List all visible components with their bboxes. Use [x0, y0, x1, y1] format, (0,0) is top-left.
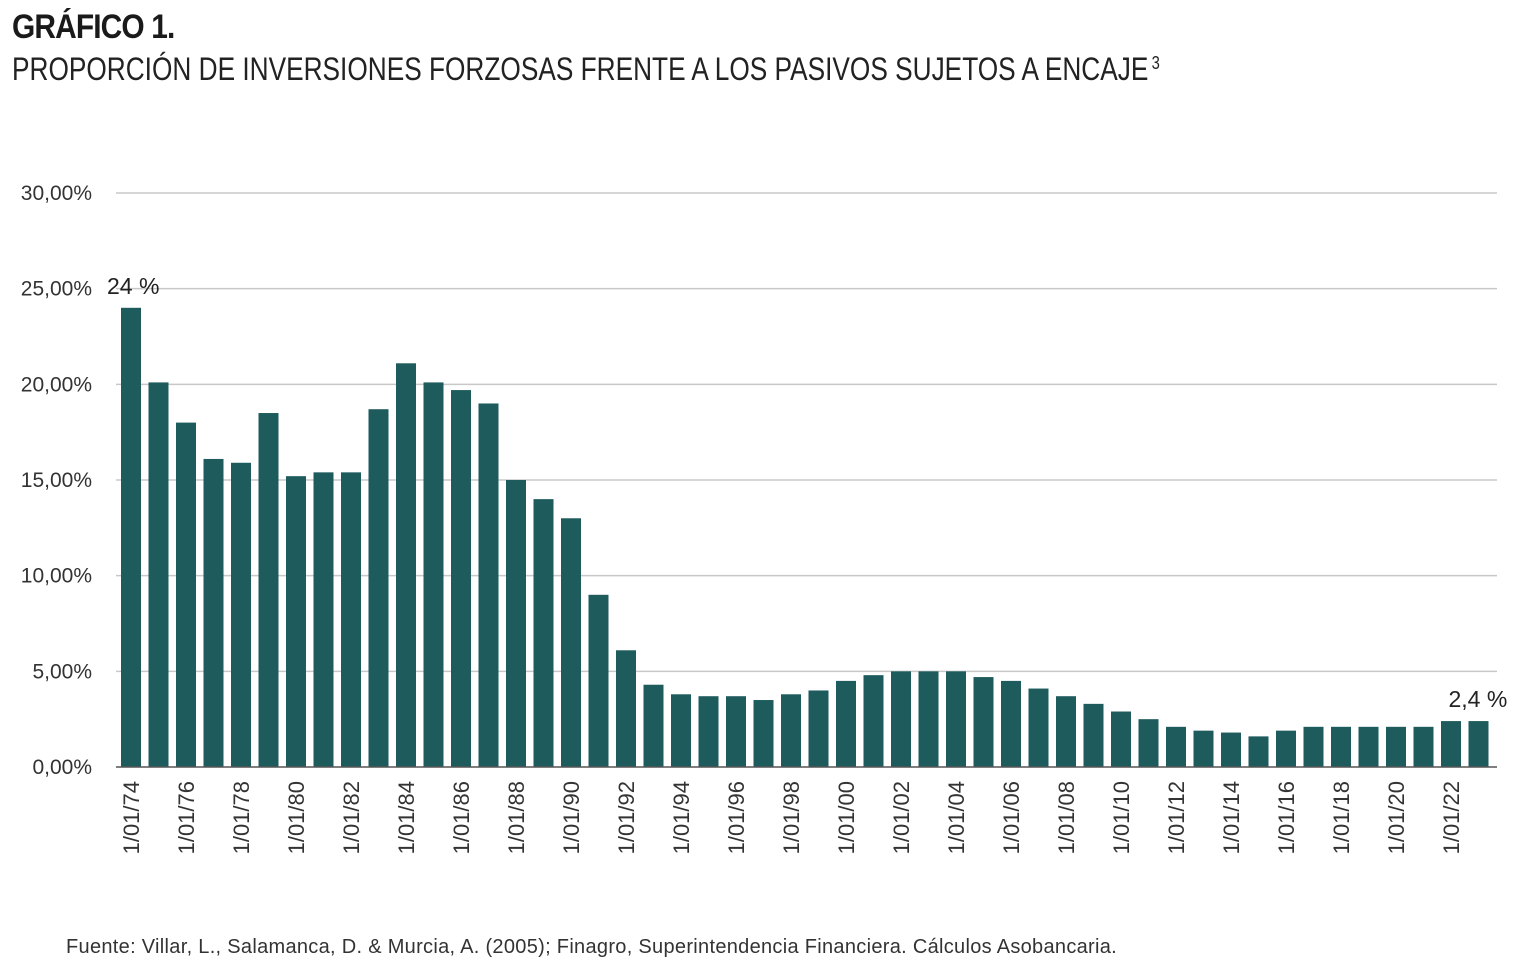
- bars: [121, 307, 1489, 767]
- bar-1-01-82: [341, 472, 361, 767]
- bar-1-01-10: [1111, 711, 1131, 767]
- x-tick-label: 1/01/88: [504, 781, 529, 854]
- bar-1-01-89: [533, 499, 554, 767]
- source-note: Fuente: Villar, L., Salamanca, D. & Murc…: [66, 936, 1118, 958]
- bar-1-01-83: [368, 409, 389, 767]
- bar-1-01-11: [1138, 719, 1159, 767]
- data-annotations: 24 % 2,4 %: [107, 273, 1507, 712]
- x-tick-label: 1/01/02: [889, 781, 914, 854]
- bar-1-01-90: [561, 518, 581, 767]
- x-tick-label: 1/01/84: [394, 781, 419, 854]
- x-tick-label: 1/01/92: [614, 781, 639, 854]
- bar-1-01-05: [973, 677, 994, 767]
- x-tick-label: 1/01/98: [779, 781, 804, 854]
- bar-1-01-20: [1386, 726, 1406, 767]
- bar-1-01-16: [1276, 730, 1296, 767]
- bar-1-01-93: [643, 684, 664, 767]
- bar-1-01-77: [203, 458, 224, 767]
- bar-1-01-81: [313, 472, 334, 767]
- bar-1-01-06: [1001, 680, 1021, 767]
- y-tick-label: 25,00%: [21, 278, 92, 301]
- x-tick-label: 1/01/08: [1054, 781, 1079, 854]
- x-tick-label: 1/01/76: [174, 781, 199, 854]
- x-tick-label: 1/01/10: [1109, 781, 1134, 854]
- x-tick-label: 1/01/04: [944, 781, 969, 854]
- data-label: 2,4 %: [1449, 686, 1508, 712]
- bar-1-01-84: [396, 363, 416, 767]
- bar-1-01-15: [1248, 736, 1269, 767]
- bar-1-01-78: [231, 462, 251, 767]
- x-tick-label: 1/01/00: [834, 781, 859, 854]
- x-tick-label: 1/01/06: [999, 781, 1024, 854]
- bar-1-01-96: [726, 696, 746, 767]
- y-tick-label: 10,00%: [21, 565, 92, 588]
- x-tick-label: 1/01/90: [559, 781, 584, 854]
- y-tick-label: 15,00%: [21, 469, 92, 492]
- figure-label: GRÁFICO 1.: [12, 8, 175, 46]
- bar-1-01-21: [1413, 726, 1434, 767]
- bar-1-01-87: [478, 403, 499, 767]
- bar-1-01-79: [258, 413, 279, 767]
- bar-1-01-12: [1166, 726, 1186, 767]
- bar-1-01-98: [781, 694, 801, 767]
- x-tick-label: 1/01/96: [724, 781, 749, 854]
- x-tick-label: 1/01/22: [1439, 781, 1464, 854]
- x-tick-label: 1/01/82: [339, 781, 364, 854]
- x-tick-label: 1/01/78: [229, 781, 254, 854]
- bar-1-01-80: [286, 476, 306, 767]
- bar-1-01-74: [121, 307, 141, 767]
- bar-1-01-03: [918, 671, 939, 767]
- bar-1-01-07: [1028, 688, 1049, 767]
- chart-title: PROPORCIÓN DE INVERSIONES FORZOSAS FRENT…: [12, 51, 1160, 88]
- chart-title-text: PROPORCIÓN DE INVERSIONES FORZOSAS FRENT…: [12, 51, 1149, 87]
- x-tick-label: 1/01/20: [1384, 781, 1409, 854]
- y-tick-label: 0,00%: [32, 756, 92, 779]
- bar-1-01-85: [423, 382, 444, 767]
- bar-1-01-04: [946, 671, 966, 767]
- bar-1-01-97: [753, 700, 774, 767]
- bar-1-01-88: [506, 480, 526, 767]
- bar-1-01-94: [671, 694, 691, 767]
- bar-1-01-75: [148, 382, 169, 767]
- bar-1-01-99: [808, 690, 829, 767]
- bar-1-01-19: [1358, 726, 1379, 767]
- x-tick-label: 1/01/80: [284, 781, 309, 854]
- bar-1-01-08: [1056, 696, 1076, 767]
- bar-1-01-02: [891, 671, 911, 767]
- x-axis-tick-labels: 1/01/74 1/01/76 1/01/78 1/01/80 1/01/82 1/01/…: [119, 781, 1464, 854]
- bar-1-01-00: [836, 680, 856, 767]
- bar-1-01-23: [1468, 721, 1489, 767]
- bar-1-01-86: [451, 390, 471, 767]
- x-tick-label: 1/01/14: [1219, 781, 1244, 854]
- x-tick-label: 1/01/94: [669, 781, 694, 854]
- data-label: 24 %: [107, 273, 159, 299]
- x-tick-label: 1/01/86: [449, 781, 474, 854]
- footnote-mark: 3: [1151, 53, 1160, 73]
- x-tick-label: 1/01/74: [119, 781, 144, 854]
- bar-1-01-13: [1193, 730, 1214, 767]
- x-tick-label: 1/01/18: [1329, 781, 1354, 854]
- y-axis-tick-labels: 0,00% 5,00% 10,00% 15,00% 20,00% 25,00% 30,00%: [21, 182, 92, 779]
- bar-1-01-95: [698, 696, 719, 767]
- x-tick-label: 1/01/12: [1164, 781, 1189, 854]
- bar-1-01-91: [588, 594, 609, 767]
- bar-1-01-01: [863, 675, 884, 767]
- bar-1-01-92: [616, 650, 636, 767]
- bar-1-01-09: [1083, 703, 1104, 767]
- bar-1-01-14: [1221, 732, 1241, 767]
- y-tick-label: 5,00%: [32, 660, 92, 683]
- bar-1-01-17: [1303, 726, 1324, 767]
- bar-1-01-76: [176, 422, 196, 767]
- bar-1-01-18: [1331, 726, 1351, 767]
- y-tick-label: 30,00%: [21, 182, 92, 205]
- bar-1-01-22: [1441, 721, 1461, 767]
- chart-heading: GRÁFICO 1. PROPORCIÓN DE INVERSIONES FOR…: [12, 8, 1412, 88]
- y-tick-label: 20,00%: [21, 373, 92, 396]
- x-tick-label: 1/01/16: [1274, 781, 1299, 854]
